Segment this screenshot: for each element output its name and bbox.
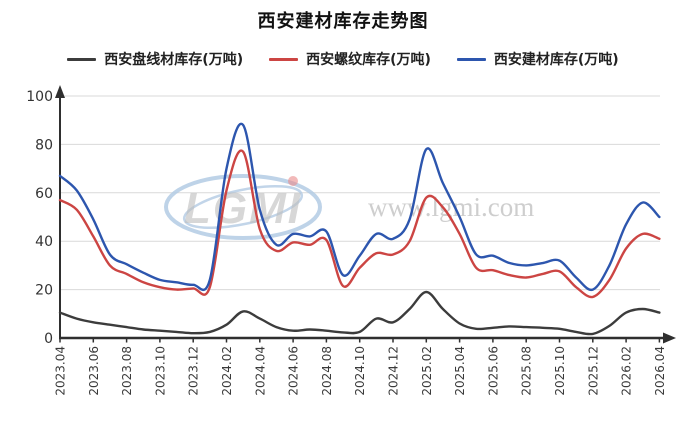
x-axis-tick-label: 2026.02: [620, 346, 634, 396]
y-axis-tick-label: 60: [35, 186, 53, 202]
y-axis-tick-label: 20: [35, 283, 53, 299]
x-axis-tick-label: 2023.10: [153, 346, 167, 396]
y-axis-tick-label: 0: [44, 331, 53, 347]
series-line-wire-rod: [58, 290, 661, 336]
x-axis-tick-label: 2025.10: [553, 346, 567, 396]
chart-legend: 西安盘线材库存(万吨) 西安螺纹库存(万吨) 西安建材库存(万吨): [0, 49, 686, 69]
x-axis-tick-label: 2024.08: [320, 346, 334, 396]
legend-item-building-materials: 西安建材库存(万吨): [456, 49, 619, 69]
legend-label-wire-rod: 西安盘线材库存(万吨): [104, 52, 244, 68]
legend-item-wire-rod: 西安盘线材库存(万吨): [67, 49, 243, 69]
legend-line-marker-red: [269, 57, 299, 61]
legend-line-marker-blue: [456, 57, 486, 61]
series-line-rebar: [58, 149, 661, 299]
x-axis-tick-label: 2025.02: [420, 346, 434, 396]
series-line-building-materials: [58, 122, 661, 292]
x-axis-tick-label: 2023.06: [87, 346, 101, 396]
x-axis-tick-label: 2024.12: [387, 346, 401, 396]
watermark-logo-dot: [288, 176, 298, 186]
chart-title: 西安建材库存走势图: [257, 11, 429, 32]
y-axis-tick-label: 80: [35, 137, 53, 153]
y-axis-tick-label: 40: [35, 234, 53, 250]
watermark-logo-ellipse: [164, 174, 322, 240]
x-axis-tick-label: 2024.06: [287, 346, 301, 396]
legend-label-rebar: 西安螺纹库存(万吨): [306, 52, 431, 68]
x-axis-tick-label: 2023.08: [120, 346, 134, 396]
x-axis-tick-label: 2025.08: [520, 346, 534, 396]
x-axis-tick-label: 2023.04: [54, 346, 68, 396]
x-axis-tick-label: 2024.02: [220, 346, 234, 396]
legend-label-building-materials: 西安建材库存(万吨): [493, 52, 619, 68]
x-axis-tick-label: 2025.04: [453, 346, 467, 396]
x-axis-tick-label: 2023.12: [187, 346, 201, 396]
x-axis-arrow-icon: [663, 332, 676, 344]
watermark-logo-swoosh: [182, 184, 304, 230]
y-axis-arrow-icon: [55, 85, 65, 98]
x-axis-tick-label: 2025.06: [486, 346, 500, 396]
x-axis-tick-label: 2024.04: [253, 346, 267, 396]
legend-item-rebar: 西安螺纹库存(万吨): [269, 49, 431, 69]
x-axis-tick-label: 2025.12: [586, 346, 600, 396]
watermark-logo-text: LGMI: [184, 184, 302, 233]
x-axis-tick-label: 2024.10: [353, 346, 367, 396]
legend-line-marker-black: [67, 57, 97, 61]
x-axis-tick-label: 2026.04: [653, 346, 667, 396]
y-axis-tick-label: 100: [26, 89, 53, 105]
